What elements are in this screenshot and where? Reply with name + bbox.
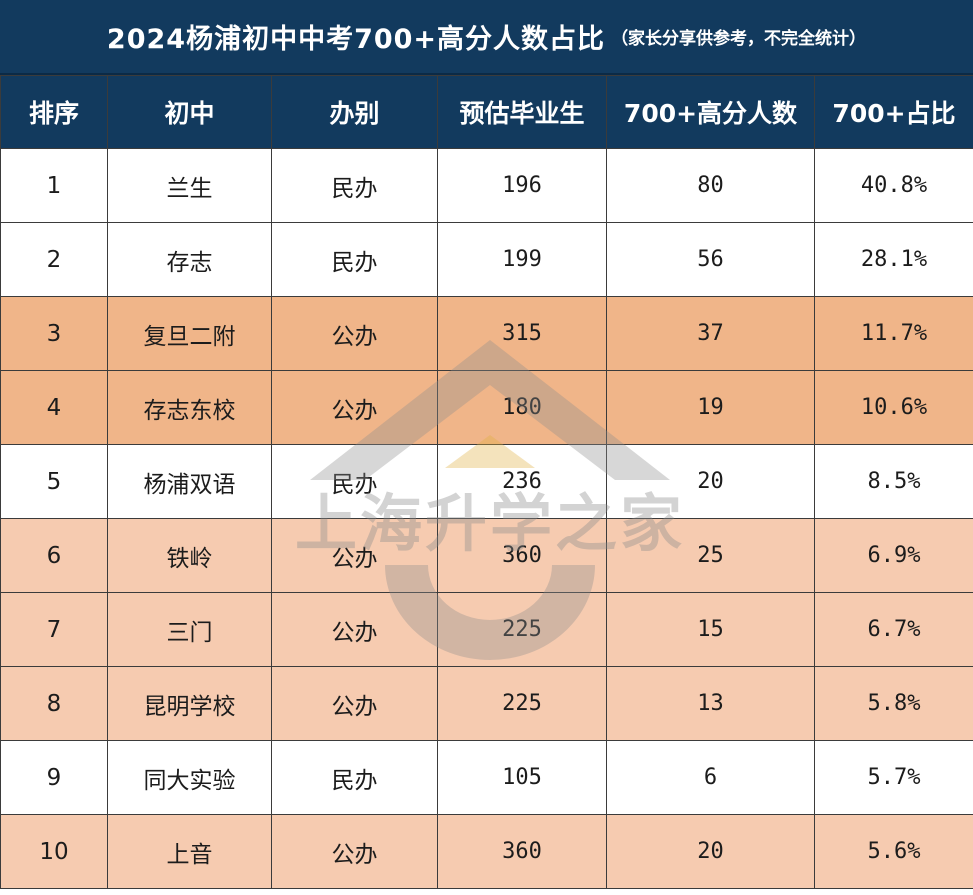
cell-grads: 105 bbox=[437, 740, 607, 815]
cell-high-count: 25 bbox=[606, 518, 815, 593]
header-rank: 排序 bbox=[0, 75, 108, 149]
cell-grads: 196 bbox=[437, 148, 607, 223]
cell-type: 公办 bbox=[271, 666, 438, 741]
cell-type: 公办 bbox=[271, 518, 438, 593]
cell-high-pct: 10.6% bbox=[814, 370, 973, 445]
cell-high-count: 19 bbox=[606, 370, 815, 445]
cell-rank: 5 bbox=[0, 444, 108, 519]
cell-high-pct: 5.6% bbox=[814, 814, 973, 889]
cell-rank: 7 bbox=[0, 592, 108, 667]
table-row: 7 三门 公办 225 15 6.7% bbox=[0, 592, 973, 667]
cell-rank: 9 bbox=[0, 740, 108, 815]
cell-rank: 6 bbox=[0, 518, 108, 593]
table-header-row: 排序 初中 办别 预估毕业生 700+高分人数 700+占比 bbox=[0, 75, 973, 149]
cell-grads: 360 bbox=[437, 518, 607, 593]
cell-grads: 236 bbox=[437, 444, 607, 519]
cell-high-pct: 6.9% bbox=[814, 518, 973, 593]
cell-high-pct: 8.5% bbox=[814, 444, 973, 519]
cell-type: 公办 bbox=[271, 296, 438, 371]
table-row: 4 存志东校 公办 180 19 10.6% bbox=[0, 370, 973, 445]
cell-grads: 180 bbox=[437, 370, 607, 445]
cell-rank: 4 bbox=[0, 370, 108, 445]
cell-school: 三门 bbox=[107, 592, 272, 667]
cell-high-count: 13 bbox=[606, 666, 815, 741]
cell-type: 民办 bbox=[271, 222, 438, 297]
cell-high-count: 80 bbox=[606, 148, 815, 223]
cell-type: 公办 bbox=[271, 370, 438, 445]
cell-type: 公办 bbox=[271, 814, 438, 889]
cell-high-pct: 5.7% bbox=[814, 740, 973, 815]
table-row: 8 昆明学校 公办 225 13 5.8% bbox=[0, 666, 973, 741]
cell-high-count: 20 bbox=[606, 814, 815, 889]
cell-high-count: 37 bbox=[606, 296, 815, 371]
cell-school: 存志 bbox=[107, 222, 272, 297]
cell-grads: 199 bbox=[437, 222, 607, 297]
table-row: 10 上音 公办 360 20 5.6% bbox=[0, 814, 973, 889]
cell-rank: 1 bbox=[0, 148, 108, 223]
table-row: 6 铁岭 公办 360 25 6.9% bbox=[0, 518, 973, 593]
cell-type: 民办 bbox=[271, 148, 438, 223]
cell-grads: 315 bbox=[437, 296, 607, 371]
table-row: 3 复旦二附 公办 315 37 11.7% bbox=[0, 296, 973, 371]
header-type: 办别 bbox=[271, 75, 438, 149]
table-row: 2 存志 民办 199 56 28.1% bbox=[0, 222, 973, 297]
table-title-bar: 2024杨浦初中中考700+高分人数占比 （家长分享供参考，不完全统计） bbox=[0, 0, 973, 75]
table-row: 9 同大实验 民办 105 6 5.7% bbox=[0, 740, 973, 815]
table-row: 5 杨浦双语 民办 236 20 8.5% bbox=[0, 444, 973, 519]
cell-rank: 2 bbox=[0, 222, 108, 297]
cell-grads: 225 bbox=[437, 592, 607, 667]
header-high-count: 700+高分人数 bbox=[606, 75, 815, 149]
cell-rank: 10 bbox=[0, 814, 108, 889]
cell-school: 同大实验 bbox=[107, 740, 272, 815]
cell-high-count: 15 bbox=[606, 592, 815, 667]
cell-school: 复旦二附 bbox=[107, 296, 272, 371]
table-title: 2024杨浦初中中考700+高分人数占比 bbox=[106, 24, 606, 55]
cell-high-pct: 28.1% bbox=[814, 222, 973, 297]
cell-type: 民办 bbox=[271, 740, 438, 815]
header-grads: 预估毕业生 bbox=[437, 75, 607, 149]
cell-school: 存志东校 bbox=[107, 370, 272, 445]
cell-high-pct: 40.8% bbox=[814, 148, 973, 223]
cell-school: 兰生 bbox=[107, 148, 272, 223]
cell-grads: 225 bbox=[437, 666, 607, 741]
table-title-note: （家长分享供参考，不完全统计） bbox=[611, 29, 867, 49]
ranking-table: 排序 初中 办别 预估毕业生 700+高分人数 700+占比 1 兰生 民办 196 8… bbox=[0, 75, 973, 889]
table-row: 1 兰生 民办 196 80 40.8% bbox=[0, 148, 973, 223]
cell-high-pct: 5.8% bbox=[814, 666, 973, 741]
cell-grads: 360 bbox=[437, 814, 607, 889]
cell-high-pct: 6.7% bbox=[814, 592, 973, 667]
cell-high-pct: 11.7% bbox=[814, 296, 973, 371]
cell-rank: 3 bbox=[0, 296, 108, 371]
header-high-pct: 700+占比 bbox=[814, 75, 973, 149]
cell-type: 公办 bbox=[271, 592, 438, 667]
cell-school: 昆明学校 bbox=[107, 666, 272, 741]
header-school: 初中 bbox=[107, 75, 272, 149]
cell-school: 铁岭 bbox=[107, 518, 272, 593]
cell-type: 民办 bbox=[271, 444, 438, 519]
cell-high-count: 56 bbox=[606, 222, 815, 297]
cell-school: 杨浦双语 bbox=[107, 444, 272, 519]
cell-high-count: 6 bbox=[606, 740, 815, 815]
cell-school: 上音 bbox=[107, 814, 272, 889]
cell-high-count: 20 bbox=[606, 444, 815, 519]
cell-rank: 8 bbox=[0, 666, 108, 741]
